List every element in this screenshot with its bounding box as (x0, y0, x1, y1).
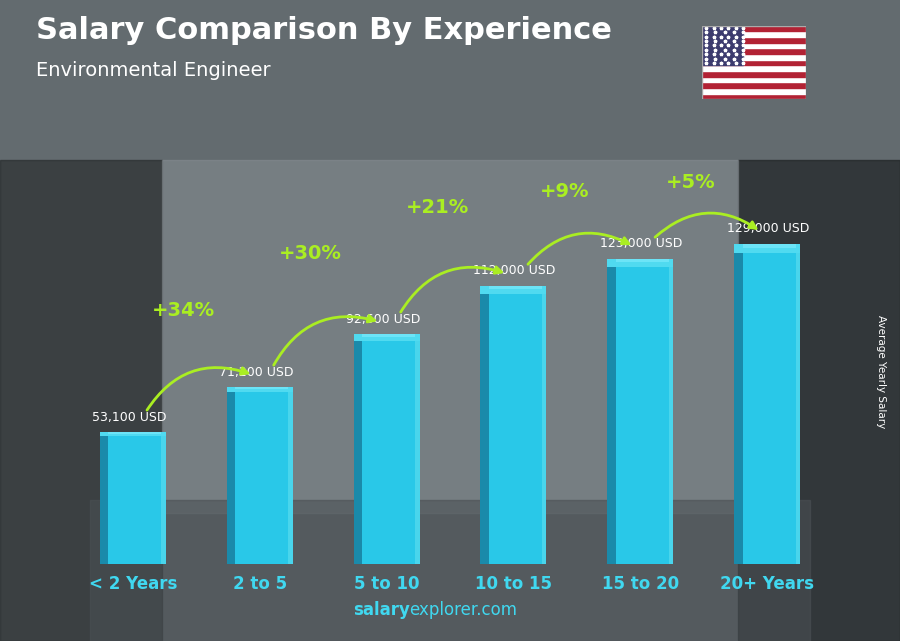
Bar (734, 244, 742, 564)
Text: 123,000 USD: 123,000 USD (599, 237, 682, 250)
Bar (702, 82, 806, 88)
Bar (702, 48, 806, 54)
Bar (161, 432, 166, 564)
Bar (616, 259, 669, 262)
Bar (362, 335, 415, 337)
Text: salary: salary (353, 601, 410, 619)
Bar (738, 160, 900, 641)
Text: +30%: +30% (279, 244, 342, 263)
Bar (702, 71, 806, 77)
Bar (227, 387, 292, 392)
Bar (415, 335, 419, 564)
Bar (702, 31, 806, 37)
Bar (100, 432, 166, 436)
Bar (481, 286, 546, 294)
Bar (235, 387, 288, 389)
Text: explorer.com: explorer.com (410, 601, 518, 619)
Text: 112,000 USD: 112,000 USD (472, 265, 555, 278)
Bar (734, 244, 800, 253)
Bar (702, 94, 806, 99)
Bar (702, 88, 806, 94)
Bar (702, 26, 806, 31)
Text: 53,100 USD: 53,100 USD (92, 411, 166, 424)
Text: 92,600 USD: 92,600 USD (346, 313, 420, 326)
Bar (288, 387, 292, 564)
Text: Environmental Engineer: Environmental Engineer (36, 61, 271, 80)
Bar (796, 244, 800, 564)
Text: 129,000 USD: 129,000 USD (726, 222, 809, 235)
Bar (90, 500, 810, 641)
Bar (162, 160, 738, 513)
Bar (702, 60, 806, 65)
Bar (354, 335, 362, 564)
Text: +5%: +5% (666, 173, 716, 192)
Bar (489, 286, 542, 289)
Text: Average Yearly Salary: Average Yearly Salary (877, 315, 886, 428)
Bar (608, 259, 673, 564)
Bar (227, 387, 235, 564)
Bar (702, 43, 806, 48)
Text: +21%: +21% (406, 199, 469, 217)
Bar (608, 259, 673, 267)
Text: +9%: +9% (539, 181, 589, 201)
Bar (702, 77, 806, 82)
Text: +34%: +34% (152, 301, 215, 320)
Text: 71,200 USD: 71,200 USD (219, 366, 293, 379)
Bar (481, 286, 546, 564)
Bar (354, 335, 419, 341)
Bar (108, 432, 161, 434)
Bar (742, 244, 796, 247)
Bar (734, 244, 800, 564)
Bar (0, 160, 162, 641)
Bar (481, 286, 489, 564)
Bar (702, 26, 743, 65)
Bar (100, 432, 108, 564)
Text: Salary Comparison By Experience: Salary Comparison By Experience (36, 16, 612, 45)
Bar (702, 37, 806, 43)
Bar (702, 54, 806, 60)
Bar (354, 335, 419, 564)
Bar (608, 259, 616, 564)
Bar (100, 432, 166, 564)
Bar (542, 286, 546, 564)
Bar (669, 259, 673, 564)
Bar (227, 387, 292, 564)
Bar (702, 65, 806, 71)
